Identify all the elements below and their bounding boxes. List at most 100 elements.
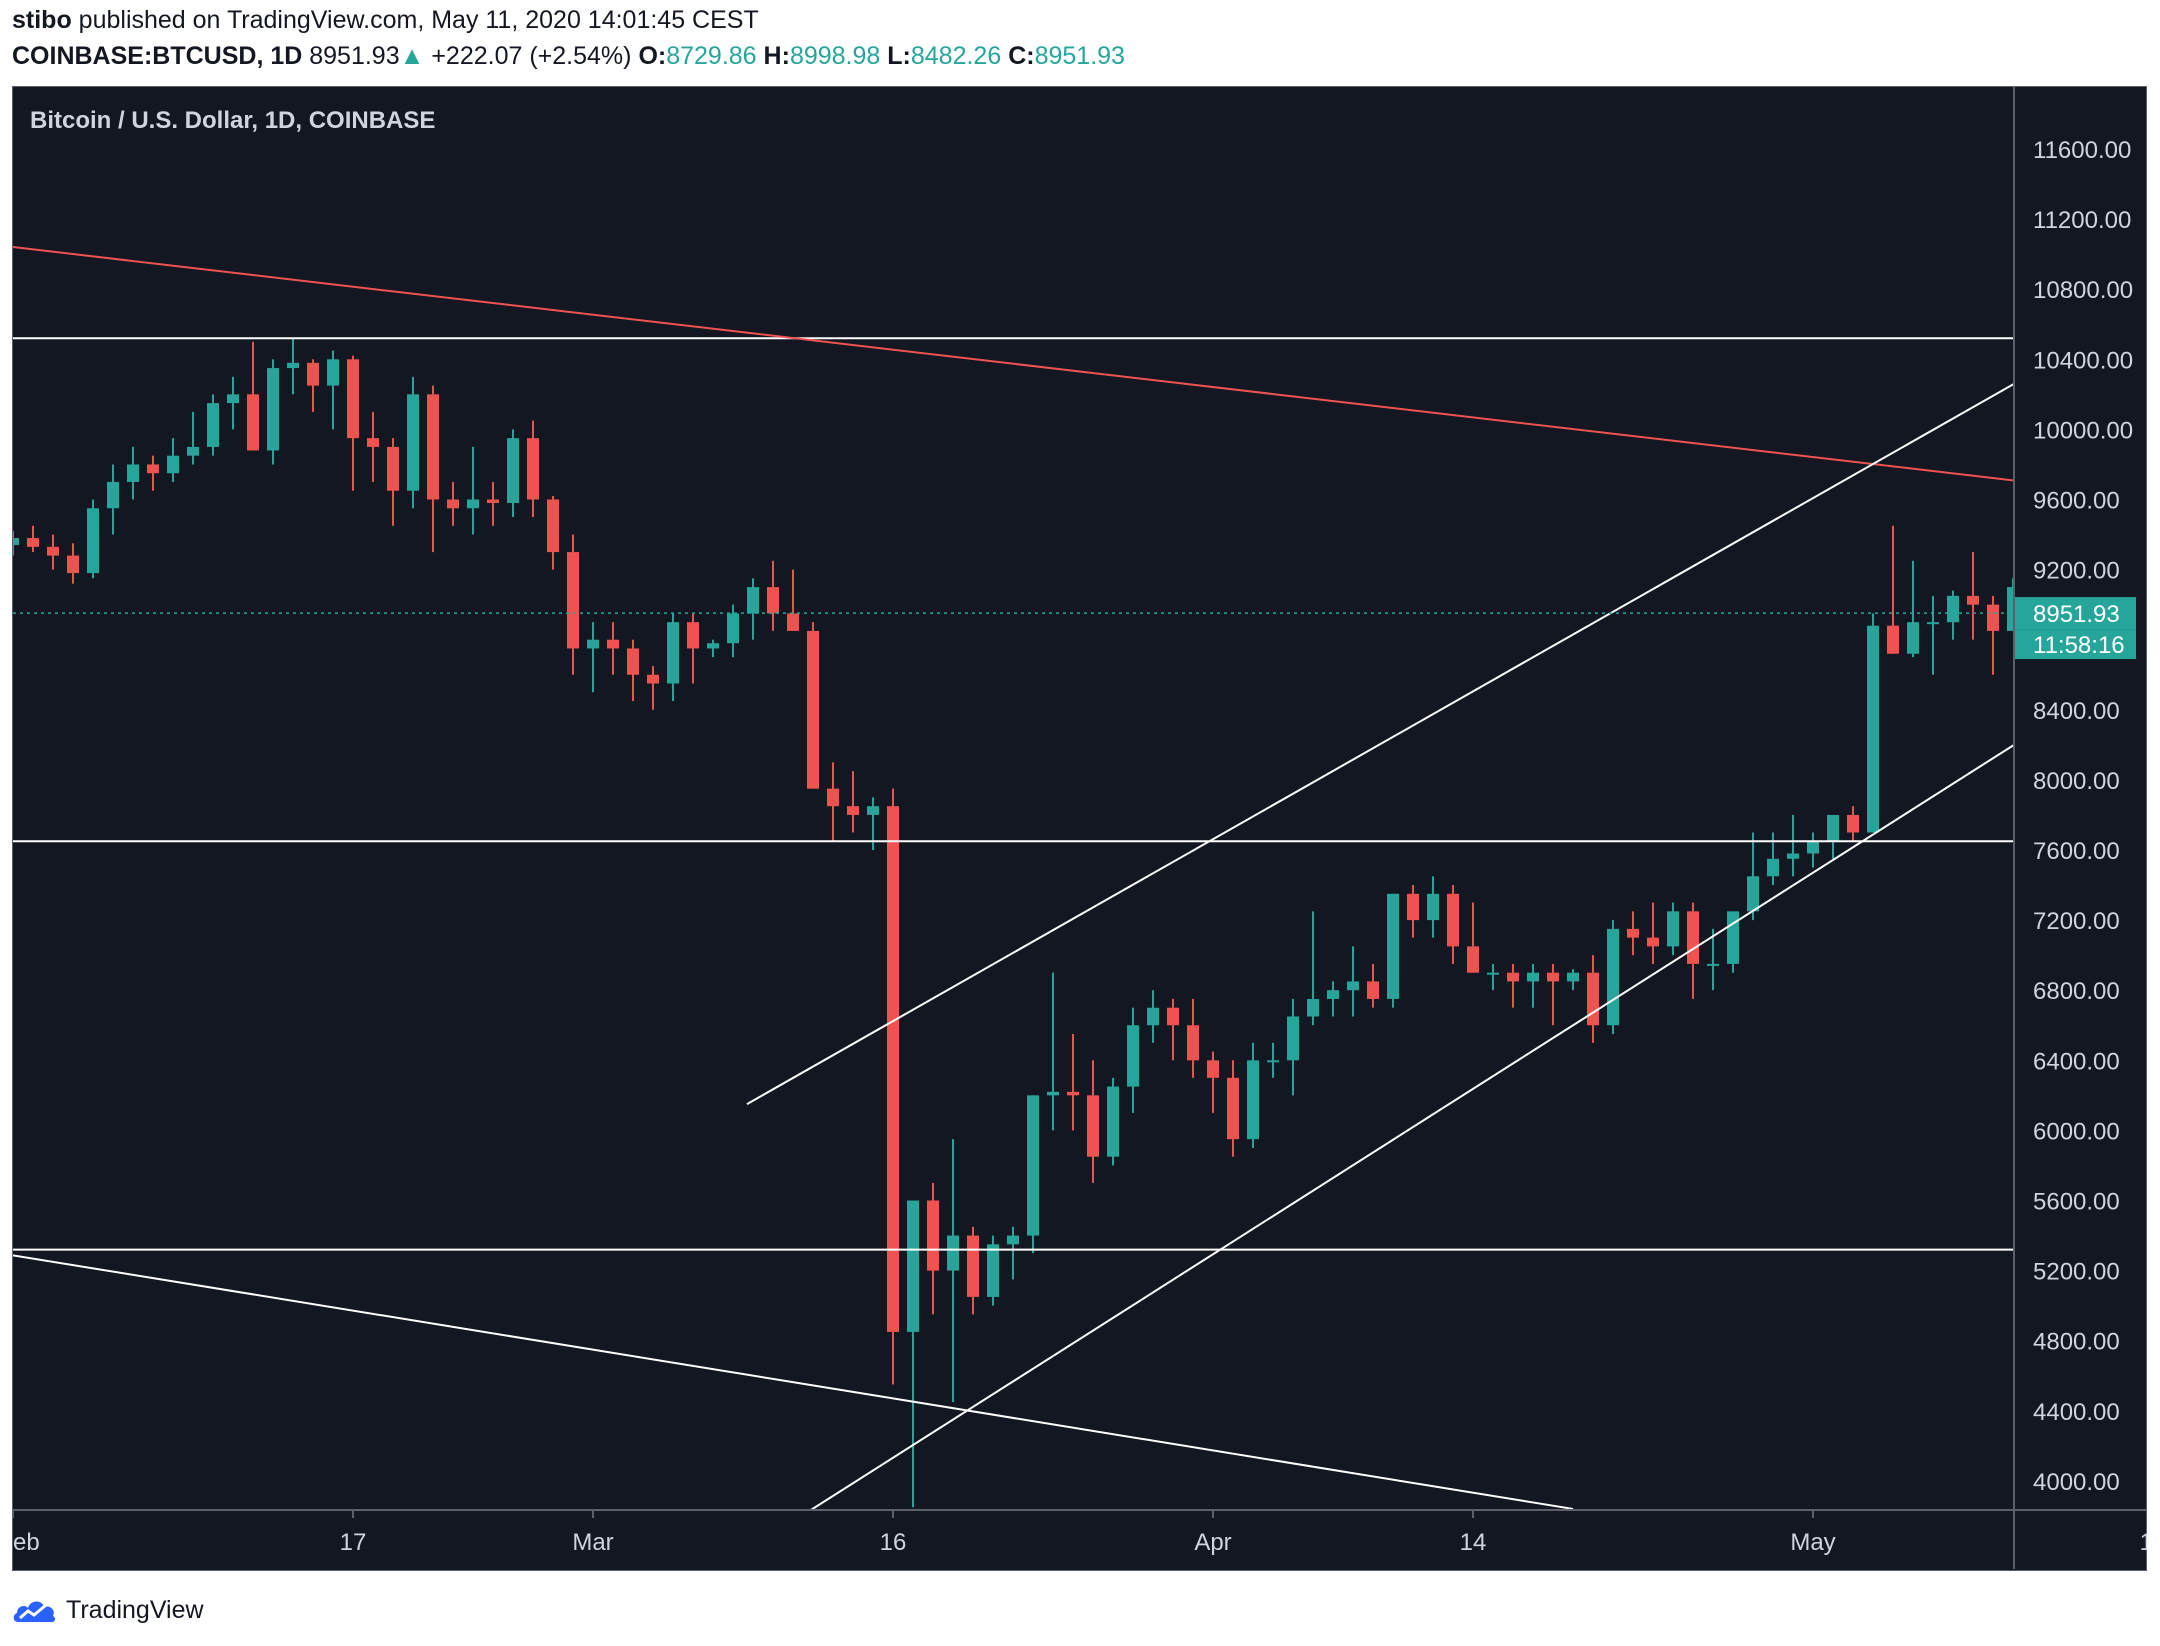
- candle: [1167, 998, 1179, 1061]
- countdown-label: 11:58:16: [2033, 632, 2125, 659]
- candle-body: [147, 464, 159, 474]
- y-tick-label: 4000.00: [2033, 1469, 2120, 1496]
- drawn-line-5: [13, 1254, 1574, 1510]
- candle: [627, 639, 639, 702]
- candle: [767, 560, 779, 631]
- y-tick-label: 5200.00: [2033, 1259, 2120, 1286]
- y-tick-label: 4800.00: [2033, 1329, 2120, 1356]
- candle-body: [467, 499, 479, 509]
- y-tick-label: 11200.00: [2033, 207, 2131, 234]
- up-arrow-icon: ▲: [399, 42, 425, 70]
- candle: [1467, 902, 1479, 973]
- candle-body: [1027, 1095, 1039, 1236]
- candle: [607, 622, 619, 675]
- candle: [1387, 893, 1399, 1008]
- candle-body: [1627, 928, 1639, 938]
- candle-body: [1167, 1007, 1179, 1026]
- candle: [1707, 928, 1719, 991]
- candle-body: [847, 806, 859, 815]
- candle: [367, 411, 379, 482]
- candle: [1307, 911, 1319, 1026]
- candle-body: [1227, 1077, 1239, 1140]
- plot-area: [13, 246, 2014, 1510]
- tradingview-cloud-icon[interactable]: [12, 1594, 58, 1626]
- candle-body: [667, 622, 679, 684]
- candle: [687, 613, 699, 684]
- candle-body: [347, 359, 359, 439]
- candle-body: [1007, 1235, 1019, 1245]
- candle: [1547, 963, 1559, 1026]
- candle: [1507, 963, 1519, 1008]
- candle-body: [1787, 853, 1799, 859]
- y-tick-label: 9600.00: [2033, 488, 2120, 515]
- chart-title: Bitcoin / U.S. Dollar, 1D, COINBASE: [30, 107, 435, 134]
- candle-body: [1747, 876, 1759, 912]
- y-tick-label: 6400.00: [2033, 1048, 2120, 1075]
- candle: [1887, 525, 1899, 654]
- candle-body: [487, 499, 499, 504]
- last-price-tag: [2015, 597, 2136, 630]
- candle: [447, 481, 459, 526]
- candle: [1967, 552, 1979, 640]
- drawn-line-6: [746, 382, 2014, 1105]
- candle-body: [1987, 604, 1999, 631]
- y-tick-label: 10000.00: [2033, 417, 2133, 444]
- candle-body: [967, 1235, 979, 1297]
- publish-info: stibo published on TradingView.com, May …: [12, 6, 759, 35]
- published-text: published on TradingView.com, May 11, 20…: [78, 6, 759, 34]
- candle: [47, 534, 59, 570]
- candle-body: [1887, 625, 1899, 654]
- candle-body: [1147, 1007, 1159, 1026]
- y-tick-label: 10400.00: [2033, 347, 2133, 374]
- candle-body: [267, 368, 279, 451]
- candle-body: [1347, 981, 1359, 991]
- candle-body: [587, 639, 599, 649]
- candle-body: [1467, 946, 1479, 973]
- x-tick-label: 14: [1460, 1529, 1487, 1556]
- candle: [527, 420, 539, 518]
- candle-body: [987, 1244, 999, 1297]
- candle: [347, 355, 359, 491]
- candle: [467, 446, 479, 535]
- candle-body: [607, 639, 619, 649]
- candle-body: [1187, 1025, 1199, 1061]
- candle: [207, 394, 219, 456]
- open-label: O:: [638, 42, 667, 70]
- candle: [1907, 560, 1919, 658]
- candle: [1607, 920, 1619, 1035]
- candle-body: [1487, 972, 1499, 975]
- candle: [27, 525, 39, 553]
- candle: [747, 578, 759, 640]
- candle: [1127, 1007, 1139, 1113]
- candle-body: [67, 555, 79, 574]
- author-name[interactable]: stibo: [12, 6, 72, 34]
- candle: [87, 499, 99, 579]
- candle: [427, 385, 439, 553]
- candle: [1787, 814, 1799, 877]
- candle: [827, 762, 839, 842]
- candle: [1107, 1077, 1119, 1166]
- drawn-line-4: [13, 246, 2014, 482]
- candle-body: [927, 1200, 939, 1271]
- candle: [907, 1200, 919, 1508]
- candle-body: [1527, 972, 1539, 982]
- price-chart[interactable]: Bitcoin / U.S. Dollar, 1D, COINBASE 1160…: [12, 86, 2147, 1571]
- candle: [847, 771, 859, 833]
- candle: [1827, 814, 1839, 859]
- brand-name[interactable]: TradingView: [66, 1595, 204, 1624]
- candle-body: [1587, 972, 1599, 1026]
- y-tick-label: 10800.00: [2033, 277, 2133, 304]
- candle-body: [1707, 963, 1719, 966]
- open-value: 8729.86: [666, 42, 757, 70]
- candle: [507, 429, 519, 518]
- candle-body: [1927, 622, 1939, 625]
- x-tick-label: eb: [13, 1529, 40, 1556]
- close-label: C:: [1008, 42, 1035, 70]
- candle-body: [1687, 911, 1699, 964]
- candle-body: [647, 674, 659, 684]
- candle: [1427, 876, 1439, 938]
- candle: [1027, 1095, 1039, 1254]
- footer: TradingView: [12, 1590, 204, 1630]
- candle-body: [1387, 893, 1399, 999]
- low-value: 8482.26: [910, 42, 1002, 70]
